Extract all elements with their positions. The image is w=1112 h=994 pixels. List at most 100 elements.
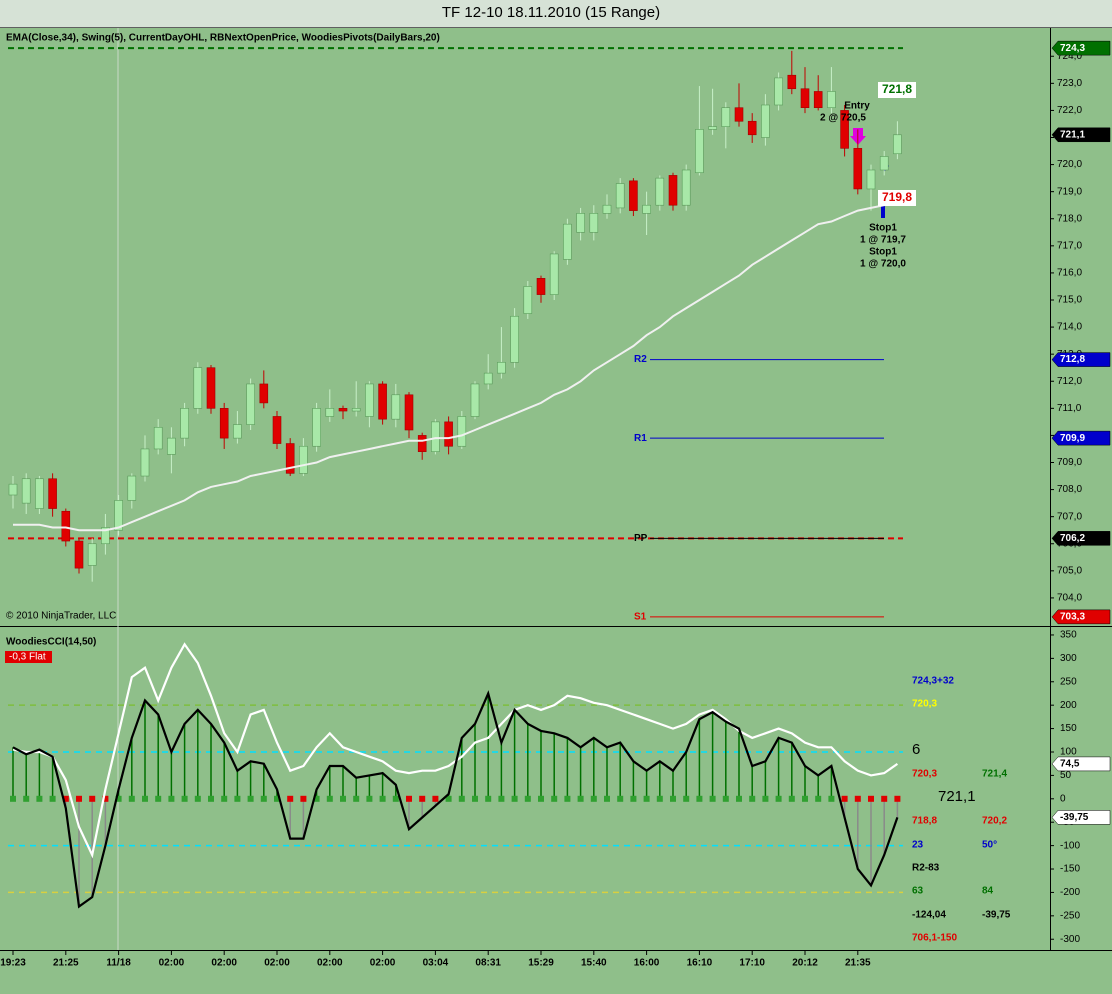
candle-body: [391, 394, 401, 420]
order-annotation: Stop1: [869, 223, 897, 234]
candle-body: [48, 478, 57, 509]
axis-tag: [1051, 127, 1111, 143]
zero-marker: [564, 795, 571, 802]
y-tick-label: 705,0: [1057, 565, 1082, 576]
zero-marker: [181, 795, 188, 802]
cci-line: [12, 690, 899, 909]
zero-marker: [432, 795, 439, 802]
candle-body: [8, 483, 18, 496]
candle-body: [510, 315, 519, 363]
zero-marker: [76, 795, 82, 802]
order-annotation: 1 @ 719,7: [860, 235, 906, 246]
candle-body: [193, 367, 203, 409]
zero-marker: [802, 795, 808, 802]
candle-body: [827, 91, 836, 109]
candle-body: [444, 421, 453, 447]
panel-text: 720,3: [912, 769, 937, 780]
zero-marker: [194, 795, 201, 802]
y-tick-label: 722,0: [1057, 105, 1082, 116]
zero-marker: [340, 795, 346, 802]
zero-marker: [894, 795, 901, 802]
zero-marker: [208, 795, 214, 802]
axis-tag: [1051, 40, 1111, 56]
axis-tag: [1051, 352, 1111, 367]
zero-marker: [115, 795, 122, 802]
y-tick-label: 100: [1060, 747, 1077, 758]
candle-body: [536, 278, 546, 295]
x-tick-label: 16:00: [634, 958, 660, 969]
candle-body: [140, 448, 150, 477]
x-tick-label: 21:35: [845, 958, 871, 969]
zero-marker: [23, 795, 30, 802]
candle-body: [457, 416, 467, 447]
y-tick-label: 716,0: [1057, 268, 1082, 279]
candle-body: [87, 543, 97, 566]
candle-body: [338, 408, 348, 412]
copyright: © 2010 NinjaTrader, LLC: [6, 611, 116, 622]
zero-marker: [524, 795, 531, 802]
candle-body: [365, 383, 374, 417]
axis-tag: [1051, 810, 1111, 825]
axis-tag-label: 724,3: [1060, 43, 1085, 54]
y-tick-label: 715,0: [1057, 295, 1082, 306]
x-tick-label: 21:25: [53, 958, 79, 969]
candle-body: [299, 445, 308, 474]
zero-marker: [736, 795, 742, 802]
x-tick-label: 15:40: [581, 958, 607, 969]
candle-body: [774, 77, 783, 106]
range-label: 721,8: [882, 82, 912, 96]
zero-marker: [10, 795, 16, 802]
zero-marker: [353, 795, 360, 802]
y-tick-label: -300: [1060, 934, 1080, 945]
candle-body: [325, 408, 335, 417]
zero-marker: [472, 795, 478, 802]
pivot-label: R1: [634, 433, 647, 444]
y-tick-label: 717,0: [1057, 240, 1082, 251]
candle-body: [206, 367, 216, 409]
panel-text: 63: [912, 886, 924, 897]
candle-body: [563, 223, 572, 260]
range-label-box: [878, 82, 916, 98]
zero-marker: [670, 795, 676, 802]
axis-tag: [1051, 609, 1111, 625]
candle-body: [233, 424, 242, 439]
panel-text: R2-83: [912, 863, 940, 874]
pivot-label: PP: [634, 533, 648, 544]
zero-marker: [234, 795, 241, 802]
candle-body: [747, 120, 757, 136]
indicator-title: WoodiesCCI(14,50): [6, 637, 96, 648]
zero-marker: [445, 795, 452, 802]
candle-body: [761, 104, 770, 138]
pivot-label: R2: [634, 354, 647, 365]
panel-text: 706,1-150: [912, 933, 957, 944]
candle-body: [470, 383, 480, 417]
candle-body: [695, 129, 704, 174]
zero-marker: [62, 795, 69, 802]
candle-body: [893, 134, 902, 155]
y-tick-label: 704,0: [1057, 593, 1082, 604]
candle-body: [246, 383, 255, 425]
x-tick-label: 02:00: [211, 958, 237, 969]
y-tick-label: 712,0: [1057, 376, 1082, 387]
candle-body: [351, 408, 361, 412]
zero-marker: [775, 795, 782, 802]
x-tick-label: 15:29: [528, 958, 554, 969]
y-tick-label: 711,0: [1057, 403, 1082, 414]
panel-text: 720,2: [982, 816, 1007, 827]
zero-marker: [274, 795, 280, 802]
panel-text: 718,8: [912, 816, 937, 827]
y-tick-label: 714,0: [1057, 322, 1082, 333]
y-tick-label: 719,0: [1057, 186, 1082, 197]
candle-body: [708, 126, 717, 130]
candle-body: [523, 286, 533, 314]
zero-marker: [604, 795, 610, 802]
pivot-label: S1: [634, 612, 647, 623]
zero-marker: [656, 795, 663, 802]
zero-marker: [89, 795, 96, 802]
axis-tag-label: 721,1: [1060, 129, 1085, 140]
y-tick-label: -100: [1060, 840, 1080, 851]
indicator-list: EMA(Close,34), Swing(5), CurrentDayOHL, …: [6, 33, 440, 44]
order-annotation: Entry: [844, 101, 870, 112]
zero-marker: [221, 795, 228, 802]
